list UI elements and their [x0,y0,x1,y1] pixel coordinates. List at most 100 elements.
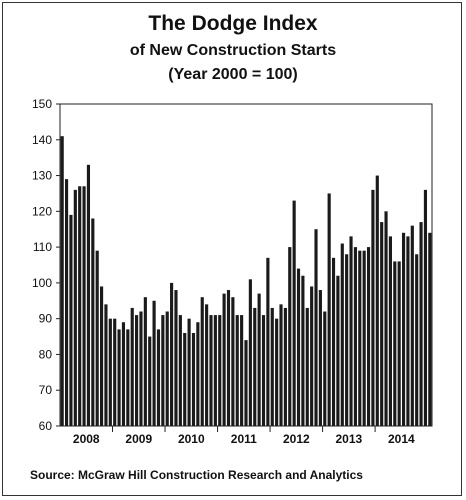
bar [152,300,156,426]
y-tick-label: 60 [39,419,53,433]
bar [371,189,375,426]
bar [196,322,200,426]
bar [406,236,410,426]
x-year-label: 2010 [178,432,205,446]
y-tick-label: 70 [39,383,53,397]
y-tick-label: 140 [32,133,52,147]
x-year-label: 2013 [335,432,362,446]
bar [235,315,239,426]
y-tick-label: 150 [32,97,52,111]
bar [165,311,169,426]
bar [305,307,309,426]
bar [261,315,266,426]
bar [60,136,64,426]
bar [231,297,235,426]
bar [161,315,165,426]
bar [78,186,82,426]
bar [275,318,279,426]
bar [148,336,152,426]
bar [222,293,226,426]
bar [100,286,104,426]
bar [187,318,191,426]
bar [117,329,121,426]
bar [296,268,301,426]
x-year-label: 2009 [125,432,152,446]
bar [288,247,292,426]
bar [314,229,318,426]
x-year-label: 2014 [388,432,415,446]
y-tick-label: 80 [39,347,53,361]
bar [345,254,349,426]
bar [253,307,257,426]
bar [170,282,174,426]
bar [82,186,86,426]
bar [331,257,336,426]
bar [69,214,73,426]
bar [130,307,134,426]
chart-subtitle-base: (Year 2000 = 100) [168,66,298,83]
bar [349,236,353,426]
bar [240,315,244,426]
bar [375,175,379,426]
bar [419,222,423,426]
bar [174,290,178,426]
bar [301,275,305,426]
bar [178,315,182,426]
bar [384,211,388,426]
y-tick-label: 100 [32,276,52,290]
bar [139,311,143,426]
bar [248,279,252,426]
bar [205,304,209,426]
x-year-label: 2008 [73,432,100,446]
bar [353,247,357,426]
bar [183,332,187,426]
bar [226,290,231,426]
bar [113,318,117,426]
bar [95,250,99,426]
bar [121,322,126,426]
y-tick-label: 110 [33,240,52,254]
bar [340,243,344,426]
bar [91,218,95,426]
bar [209,315,213,426]
x-year-label: 2012 [283,432,310,446]
bar [327,193,331,426]
bar [143,297,147,426]
bar [415,254,419,426]
bar [388,236,392,426]
bar [366,247,371,426]
bar [397,261,401,426]
bar [318,290,322,426]
bar [428,232,432,426]
chart-title: The Dodge Index [148,12,318,35]
bar [200,297,204,426]
bar [156,329,161,426]
bar [191,332,196,426]
bar [266,257,270,426]
bar [279,304,283,426]
bar [73,189,77,426]
y-tick-label: 120 [32,204,52,218]
chart-subtitle: of New Construction Starts [129,42,337,59]
bar [213,315,217,426]
bar [270,307,274,426]
bar [218,315,222,426]
bar [126,329,130,426]
bar [358,250,362,426]
bar [244,340,248,426]
chart-source: Source: McGraw Hill Construction Researc… [30,468,363,482]
bar [310,286,314,426]
bar [323,311,327,426]
bar [380,222,384,426]
bar [108,318,112,426]
y-tick-label: 90 [39,312,53,326]
bar [64,179,69,426]
bar [292,200,296,426]
bar [410,225,414,426]
bar [283,307,287,426]
bar [362,250,366,426]
bar [401,232,406,426]
bar [135,315,139,426]
bar [336,275,340,426]
bar [86,164,91,426]
